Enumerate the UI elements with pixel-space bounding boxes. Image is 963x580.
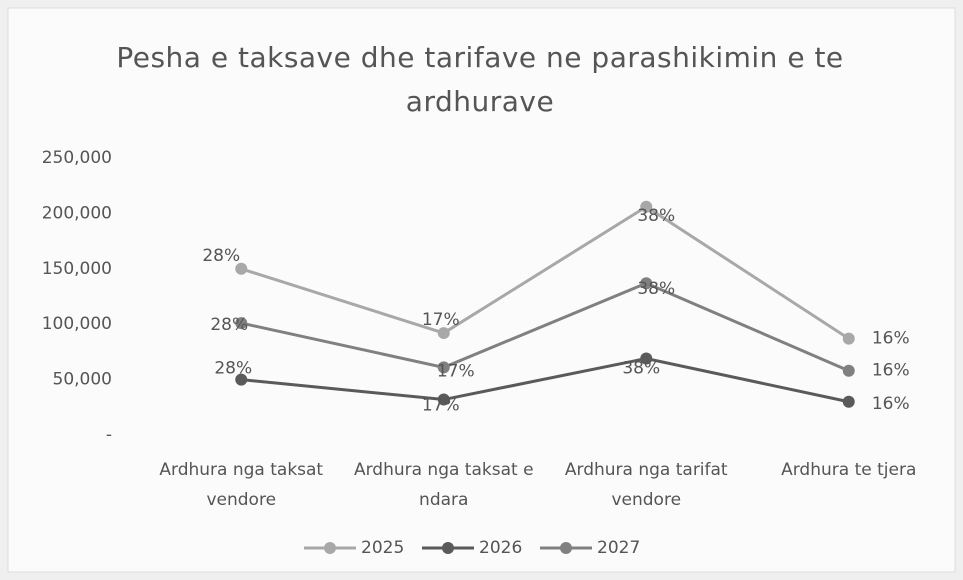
- marker: [842, 395, 855, 408]
- marker: [842, 364, 855, 377]
- legend-label: 2025: [361, 538, 404, 558]
- data-label: 16%: [872, 329, 910, 349]
- chart-background: [7, 7, 956, 573]
- data-label: 28%: [214, 359, 252, 379]
- line: [240, 204, 850, 340]
- marker: [640, 200, 653, 213]
- x-tick-label: Ardhura te tjera: [781, 460, 917, 480]
- line: [241, 357, 850, 404]
- x-tick-label: Ardhura nga taksat e ndara: [353, 460, 534, 510]
- y-tick-label: 50,000: [53, 370, 112, 390]
- data-label: 38%: [637, 279, 675, 299]
- legend-label: 2027: [597, 538, 640, 558]
- marker: [640, 352, 653, 365]
- x-tick-label: Ardhura nga tarifat vendore: [564, 460, 728, 510]
- data-label: 16%: [872, 394, 910, 414]
- data-label: 28%: [202, 246, 240, 266]
- data-label: 17%: [422, 310, 460, 330]
- y-tick-label: 100,000: [42, 314, 112, 334]
- marker: [235, 262, 248, 275]
- data-label: 17%: [437, 361, 475, 381]
- marker: [640, 277, 653, 290]
- y-tick-label: 250,000: [42, 148, 112, 168]
- y-tick-label: -: [106, 425, 112, 445]
- data-label: 38%: [622, 359, 660, 379]
- legend-label: 2026: [479, 538, 522, 558]
- marker: [235, 317, 248, 330]
- marker: [437, 361, 450, 374]
- marker: [437, 393, 450, 406]
- line: [240, 281, 850, 373]
- y-tick-label: 200,000: [42, 203, 112, 223]
- marker: [842, 332, 855, 345]
- x-tick-label: Ardhura nga taksat vendore: [159, 460, 324, 510]
- chart-title: Pesha e taksave dhe tarifave ne parashik…: [116, 41, 844, 118]
- legend-marker: [324, 542, 336, 554]
- marker: [437, 327, 450, 340]
- data-label: 38%: [637, 206, 675, 226]
- data-label: 16%: [872, 361, 910, 381]
- data-label: 28%: [210, 315, 248, 335]
- legend-marker: [560, 542, 572, 554]
- marker: [235, 373, 248, 386]
- y-tick-label: 150,000: [42, 259, 112, 279]
- legend-marker: [442, 542, 454, 554]
- data-label: 17%: [422, 396, 460, 416]
